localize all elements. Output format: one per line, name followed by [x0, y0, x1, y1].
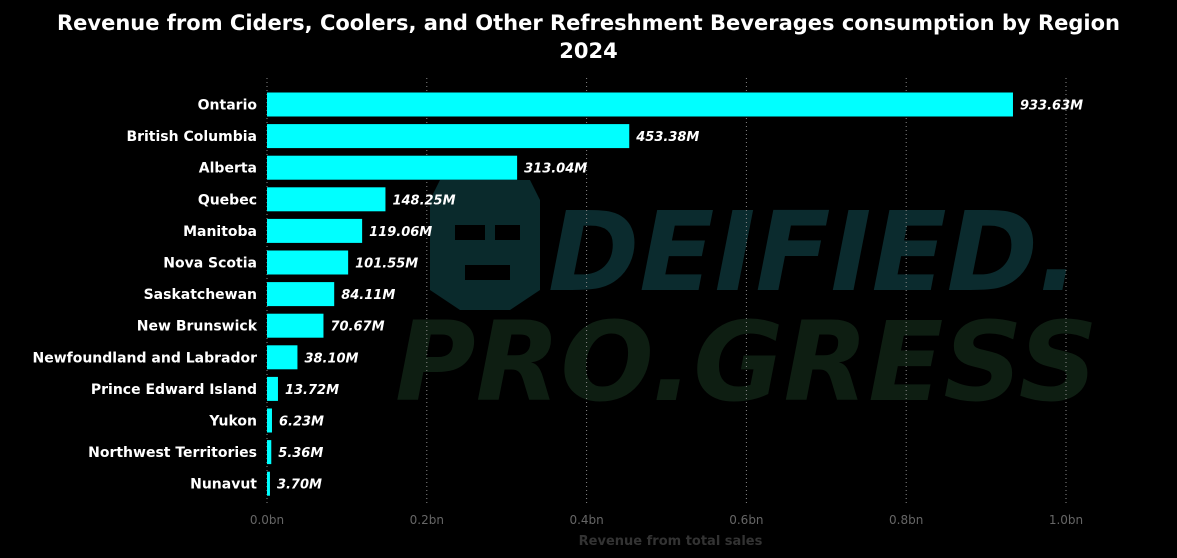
category-label: Quebec	[198, 192, 257, 208]
bar-nunavut	[267, 471, 270, 496]
data-label: 148.25M	[392, 193, 455, 208]
data-label: 453.38M	[635, 130, 699, 145]
data-label: 5.36M	[278, 446, 323, 461]
data-label: 13.72M	[285, 383, 339, 398]
category-label: Nunavut	[190, 477, 257, 493]
bar-prince-edward-island	[267, 376, 278, 401]
data-label: 6.23M	[279, 415, 324, 430]
x-axis-title: Revenue from total sales	[579, 534, 763, 549]
category-label: Northwest Territories	[88, 445, 257, 461]
category-label: Newfoundland and Labrador	[32, 350, 257, 366]
bar-newfoundland-and-labrador	[267, 345, 298, 370]
category-label: Alberta	[199, 161, 257, 177]
bar-manitoba	[267, 218, 363, 243]
data-label: 313.04M	[524, 162, 587, 177]
bar-nova-scotia	[267, 250, 349, 275]
bar-saskatchewan	[267, 282, 335, 307]
data-label: 84.11M	[341, 288, 395, 303]
x-tick-label: 0.6bn	[729, 513, 763, 527]
category-label: Manitoba	[183, 224, 257, 240]
x-tick-label: 1.0bn	[1049, 513, 1083, 527]
category-label: Yukon	[208, 414, 257, 430]
data-label: 70.67M	[330, 320, 384, 335]
data-label: 119.06M	[369, 225, 432, 240]
category-label: Prince Edward Island	[91, 382, 257, 398]
category-label: New Brunswick	[137, 319, 258, 335]
bar-northwest-territories	[267, 440, 272, 465]
category-label: British Columbia	[126, 129, 257, 145]
x-tick-label: 0.8bn	[889, 513, 923, 527]
bar-ontario	[267, 92, 1013, 117]
category-label: Nova Scotia	[163, 256, 257, 272]
data-label: 933.63M	[1020, 99, 1083, 114]
bar-british-columbia	[267, 124, 630, 149]
chart-title: Revenue from Ciders, Coolers, and Other …	[57, 11, 1120, 35]
category-label: Saskatchewan	[144, 287, 257, 303]
x-tick-label: 0.2bn	[410, 513, 444, 527]
data-label: 38.10M	[304, 351, 358, 366]
bar-new-brunswick	[267, 313, 324, 338]
chart-subtitle-year: 2024	[559, 39, 618, 63]
bar-yukon	[267, 408, 272, 433]
category-label: Ontario	[198, 98, 258, 114]
x-tick-label: 0.0bn	[250, 513, 284, 527]
bar-quebec	[267, 187, 386, 212]
bar-alberta	[267, 155, 518, 180]
data-label: 3.70M	[277, 478, 322, 493]
watermark-line1: DEIFIED.	[548, 188, 1080, 316]
x-tick-label: 0.4bn	[569, 513, 603, 527]
data-label: 101.55M	[355, 257, 418, 272]
watermark-logo: DEIFIED.PRO.GRESS	[395, 180, 1098, 426]
watermark-emblem-icon	[430, 180, 540, 310]
